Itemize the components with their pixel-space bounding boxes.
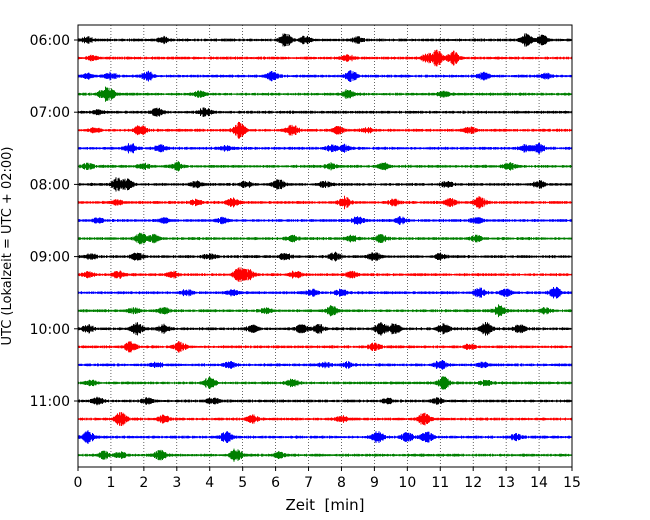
trace-1 xyxy=(77,33,573,47)
y-axis-ticks: 06:00 07:00 08:00 09:00 10:00 11:00 xyxy=(30,33,78,410)
x-tick-label: 11 xyxy=(431,475,449,491)
y-tick-label: 08:00 xyxy=(30,177,70,193)
x-tick-label: 12 xyxy=(464,475,482,491)
trace-3 xyxy=(77,70,573,82)
x-tick-label: 7 xyxy=(304,475,313,491)
trace-18 xyxy=(77,341,573,353)
x-tick-label: 15 xyxy=(563,475,581,491)
trace-15 xyxy=(77,286,573,299)
y-tick-label: 10:00 xyxy=(30,322,70,338)
x-tick-label: 9 xyxy=(370,475,379,491)
x-tick-label: 8 xyxy=(337,475,346,491)
trace-14 xyxy=(77,267,573,282)
plot-frame xyxy=(77,24,573,468)
x-tick-label: 14 xyxy=(530,475,548,491)
x-tick-label: 0 xyxy=(74,475,83,491)
trace-13 xyxy=(77,251,573,262)
trace-16 xyxy=(77,304,573,318)
trace-17 xyxy=(77,322,573,336)
trace-24 xyxy=(77,448,573,462)
x-tick-label: 1 xyxy=(106,475,115,491)
x-axis-label: Zeit [min] xyxy=(285,496,364,514)
trace-7 xyxy=(77,142,573,154)
x-tick-label: 4 xyxy=(205,475,214,491)
trace-10 xyxy=(77,195,573,210)
y-tick-label: 07:00 xyxy=(30,105,70,121)
x-tick-label: 3 xyxy=(172,475,181,491)
x-tick-label: 10 xyxy=(398,475,416,491)
y-axis-label: UTC (Lokalzeit = UTC + 02:00) xyxy=(0,147,15,346)
y-tick-label: 06:00 xyxy=(30,33,70,49)
trace-22 xyxy=(77,412,573,426)
trace-6 xyxy=(77,121,573,139)
x-tick-label: 13 xyxy=(497,475,515,491)
trace-20 xyxy=(77,376,573,390)
x-tick-label: 2 xyxy=(139,475,148,491)
x-tick-label: 5 xyxy=(238,475,247,491)
trace-11 xyxy=(77,216,573,225)
y-tick-label: 11:00 xyxy=(30,394,70,410)
trace-9 xyxy=(77,177,573,192)
x-axis-ticks: 0 1 2 3 4 5 6 7 8 9 10 11 12 13 14 15 xyxy=(74,467,581,491)
trace-2 xyxy=(77,49,573,67)
trace-23 xyxy=(77,430,573,444)
trace-8 xyxy=(77,161,573,172)
seismogram-traces xyxy=(77,33,573,462)
y-tick-label: 09:00 xyxy=(30,250,70,266)
trace-19 xyxy=(77,360,573,370)
trace-4 xyxy=(77,86,573,102)
trace-5 xyxy=(77,107,573,117)
trace-21 xyxy=(77,396,573,406)
trace-12 xyxy=(77,232,573,245)
x-tick-label: 6 xyxy=(271,475,280,491)
